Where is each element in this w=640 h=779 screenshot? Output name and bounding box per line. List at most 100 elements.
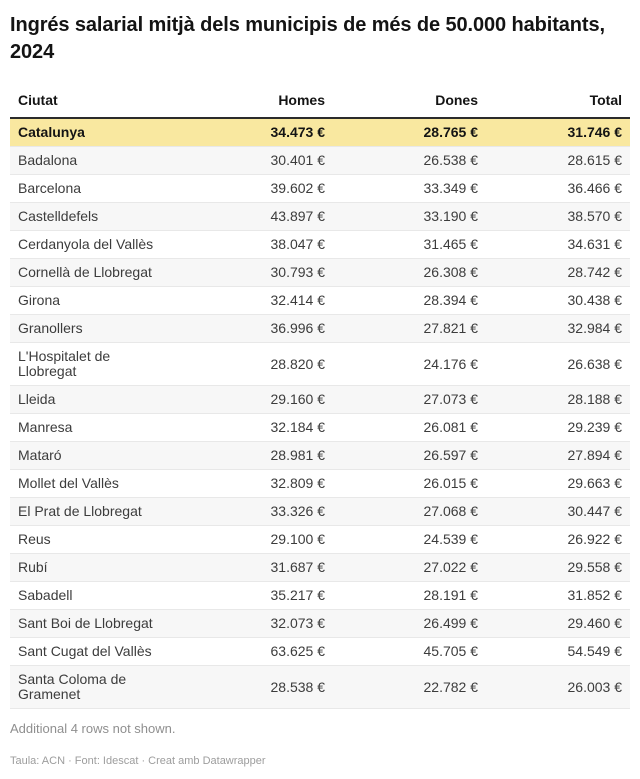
table-row: Cerdanyola del Vallès 38.047 € 31.465 € … [10, 231, 630, 259]
cell-dones: 33.190 € [423, 208, 479, 224]
table-row: Santa Coloma de Gramenet 28.538 € 22.782… [10, 665, 630, 709]
cell-dones: 24.176 € [423, 355, 479, 372]
cell-total: 29.558 € [567, 559, 623, 575]
footnote: Additional 4 rows not shown. [10, 721, 176, 736]
cell-dones: 24.539 € [423, 531, 479, 547]
table-row: Lleida 29.160 € 27.073 € 28.188 € [10, 385, 630, 414]
cell-total: 28.742 € [567, 264, 623, 280]
cell-homes: 63.625 € [270, 643, 326, 659]
cell-total: 26.003 € [567, 678, 623, 695]
cell-ciutat: Santa Coloma de Gramenet [18, 671, 127, 702]
attribution: Taula: ACN · Font: Idescat · Creat amb D… [10, 755, 266, 767]
cell-ciutat: Castelldefels [18, 208, 99, 224]
cell-total: 54.549 € [567, 643, 623, 659]
cell-total: 32.984 € [567, 320, 623, 336]
table-row: Sabadell 35.217 € 28.191 € 31.852 € [10, 582, 630, 610]
cell-homes: 34.473 € [270, 124, 326, 140]
column-header-ciutat: Ciutat [10, 86, 175, 119]
cell-total: 28.615 € [567, 152, 623, 168]
cell-dones: 27.073 € [423, 391, 479, 407]
cell-dones: 22.782 € [423, 678, 479, 695]
cell-dones: 26.081 € [423, 419, 479, 435]
cell-total: 26.638 € [567, 355, 623, 372]
column-header-total: Total [478, 86, 630, 119]
cell-total: 36.466 € [567, 180, 623, 196]
cell-homes: 32.073 € [270, 615, 326, 631]
cell-total: 29.663 € [567, 475, 623, 491]
table-row: Mollet del Vallès 32.809 € 26.015 € 29.6… [10, 470, 630, 498]
cell-ciutat: Cerdanyola del Vallès [18, 236, 154, 252]
table-row: Mataró 28.981 € 26.597 € 27.894 € [10, 441, 630, 470]
table-row: Sant Cugat del Vallès 63.625 € 45.705 € … [10, 638, 630, 666]
cell-dones: 28.765 € [423, 124, 479, 140]
cell-homes: 31.687 € [270, 559, 326, 575]
table-row: L'Hospitalet de Llobregat 28.820 € 24.17… [10, 343, 630, 386]
cell-homes: 32.809 € [270, 475, 326, 491]
cell-total: 31.852 € [567, 587, 623, 603]
column-header-dones: Dones [325, 86, 478, 119]
table-row: Sant Boi de Llobregat 32.073 € 26.499 € … [10, 609, 630, 638]
cell-ciutat: Sant Boi de Llobregat [18, 615, 153, 631]
table-row: Reus 29.100 € 24.539 € 26.922 € [10, 526, 630, 554]
cell-dones: 26.015 € [423, 475, 479, 491]
table-row: El Prat de Llobregat 33.326 € 27.068 € 3… [10, 497, 630, 526]
cell-total: 28.188 € [567, 391, 623, 407]
cell-total: 38.570 € [567, 208, 623, 224]
cell-dones: 26.538 € [423, 152, 479, 168]
table-row: Badalona 30.401 € 26.538 € 28.615 € [10, 146, 630, 175]
cell-dones: 27.821 € [423, 320, 479, 336]
cell-dones: 27.068 € [423, 503, 479, 519]
cell-total: 34.631 € [567, 236, 623, 252]
table-row: Manresa 32.184 € 26.081 € 29.239 € [10, 414, 630, 442]
cell-ciutat: Cornellà de Llobregat [18, 264, 152, 280]
cell-homes: 28.981 € [270, 447, 326, 463]
cell-homes: 35.217 € [270, 587, 326, 603]
data-table: Ciutat Homes Dones Total Catalunya 34.47… [10, 86, 630, 709]
table-row: Castelldefels 43.897 € 33.190 € 38.570 € [10, 202, 630, 231]
cell-dones: 28.394 € [423, 292, 479, 308]
cell-total: 30.447 € [567, 503, 623, 519]
cell-homes: 29.160 € [270, 391, 326, 407]
cell-homes: 30.793 € [270, 264, 326, 280]
cell-homes: 32.414 € [270, 292, 326, 308]
cell-homes: 33.326 € [270, 503, 326, 519]
cell-dones: 33.349 € [423, 180, 479, 196]
cell-ciutat: Barcelona [18, 180, 82, 196]
cell-total: 30.438 € [567, 292, 623, 308]
cell-dones: 26.308 € [423, 264, 479, 280]
cell-ciutat: Girona [18, 292, 61, 308]
page-title: Ingrés salarial mitjà dels municipis de … [10, 14, 605, 63]
cell-ciutat: Rubí [18, 559, 48, 575]
cell-ciutat: Granollers [18, 320, 83, 336]
cell-homes: 38.047 € [270, 236, 326, 252]
cell-ciutat: Manresa [18, 419, 73, 435]
cell-ciutat: Sabadell [18, 587, 73, 603]
cell-homes: 28.820 € [270, 355, 326, 372]
column-header-homes: Homes [175, 86, 325, 119]
cell-total: 31.746 € [567, 124, 623, 140]
cell-dones: 28.191 € [423, 587, 479, 603]
table-row: Rubí 31.687 € 27.022 € 29.558 € [10, 553, 630, 582]
cell-homes: 29.100 € [270, 531, 326, 547]
cell-dones: 26.597 € [423, 447, 479, 463]
table-header-row: Ciutat Homes Dones Total [10, 86, 630, 119]
cell-dones: 27.022 € [423, 559, 479, 575]
cell-total: 26.922 € [567, 531, 623, 547]
cell-homes: 39.602 € [270, 180, 326, 196]
cell-ciutat: Sant Cugat del Vallès [18, 643, 152, 659]
cell-homes: 36.996 € [270, 320, 326, 336]
cell-ciutat: L'Hospitalet de Llobregat [18, 348, 111, 379]
cell-homes: 28.538 € [270, 678, 326, 695]
cell-dones: 31.465 € [423, 236, 479, 252]
table-body: Catalunya 34.473 € 28.765 € 31.746 € Bad… [10, 118, 630, 709]
cell-ciutat: Reus [18, 531, 51, 547]
table-row: Catalunya 34.473 € 28.765 € 31.746 € [10, 118, 630, 147]
table-row: Girona 32.414 € 28.394 € 30.438 € [10, 287, 630, 315]
cell-ciutat: Catalunya [18, 124, 85, 140]
cell-total: 29.239 € [567, 419, 623, 435]
cell-total: 29.460 € [567, 615, 623, 631]
table-row: Cornellà de Llobregat 30.793 € 26.308 € … [10, 258, 630, 287]
cell-ciutat: Mollet del Vallès [18, 475, 119, 491]
cell-ciutat: Lleida [18, 391, 56, 407]
cell-ciutat: Badalona [18, 152, 78, 168]
